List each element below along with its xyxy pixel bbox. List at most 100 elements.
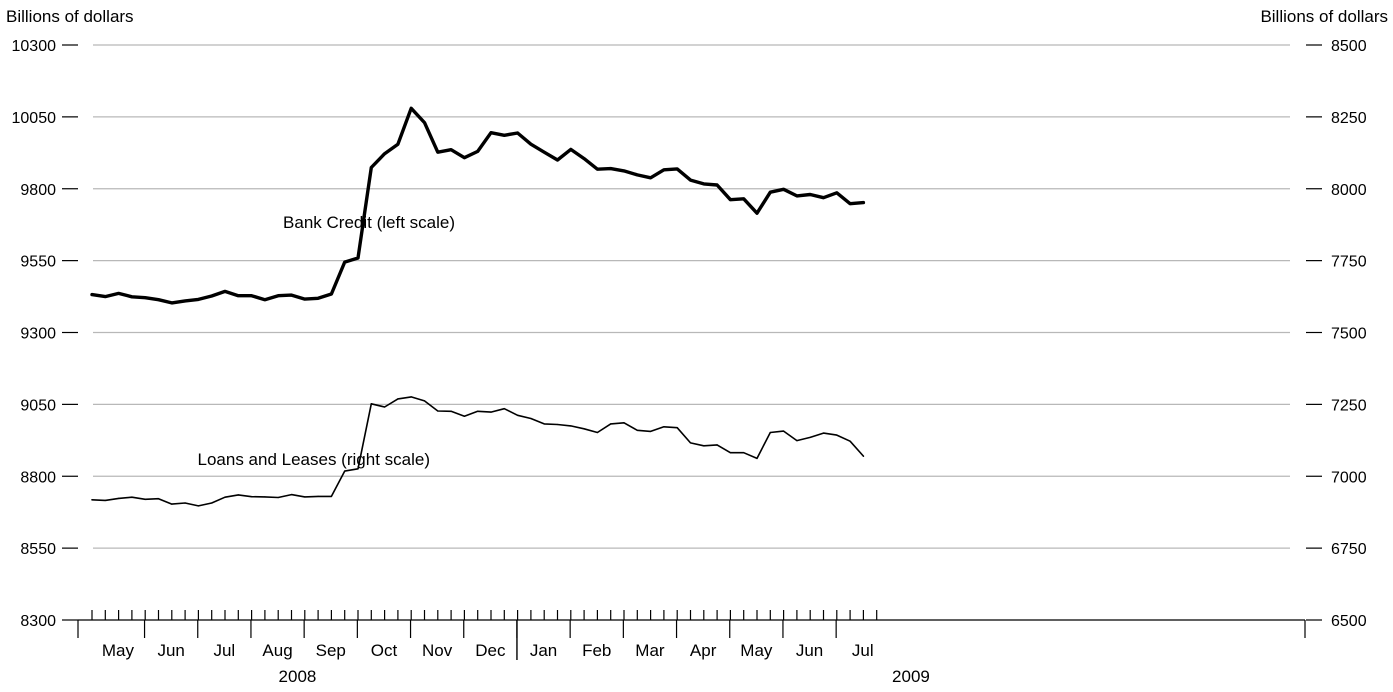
- bank-credit-point: [517, 132, 519, 134]
- bank-credit-point: [104, 296, 106, 298]
- bank-credit-point: [131, 296, 133, 298]
- bank-credit-point: [596, 168, 599, 170]
- bank-credit-point: [344, 261, 346, 263]
- bank-credit-point: [437, 151, 439, 153]
- right-tick-label: 7000: [1331, 469, 1367, 486]
- loans-leases-point: [423, 400, 426, 402]
- left-tick-label: 9300: [20, 326, 56, 343]
- bank-credit-annotation: Bank Credit (left scale): [283, 213, 455, 232]
- month-label: Aug: [262, 641, 292, 660]
- loans-leases-point: [264, 496, 266, 498]
- loans-leases-point: [610, 423, 612, 425]
- bank-credit-point: [716, 184, 718, 186]
- loans-leases-point: [689, 442, 692, 444]
- loans-leases-point: [517, 414, 519, 416]
- bank-credit-point: [490, 132, 492, 134]
- loans-leases-point: [716, 444, 718, 446]
- loans-leases-point: [211, 502, 213, 504]
- bank-credit-point: [650, 177, 652, 179]
- bank-credit-point: [304, 298, 306, 300]
- loans-leases-point: [237, 494, 239, 496]
- loans-leases-point: [530, 417, 532, 420]
- bank-credit-point: [756, 212, 758, 214]
- bank-credit-point: [556, 159, 559, 161]
- loans-leases-point: [836, 434, 838, 436]
- bank-credit-point: [849, 203, 851, 205]
- bank-credit-point: [743, 198, 745, 200]
- month-label: May: [102, 641, 135, 660]
- left-tick-label: 10300: [12, 38, 57, 55]
- bank-credit-point: [224, 290, 226, 292]
- bank-credit-point: [290, 294, 293, 296]
- bank-credit-point: [809, 193, 811, 196]
- bank-credit-point: [157, 299, 160, 301]
- loans-leases-point: [663, 426, 665, 428]
- right-tick-label: 7750: [1331, 254, 1367, 271]
- month-label: Jul: [213, 641, 235, 660]
- loans-leases-point: [796, 440, 798, 442]
- right-axis-label: Billions of dollars: [1260, 7, 1388, 26]
- loans-leases-point: [769, 431, 771, 434]
- bank-credit-point: [357, 257, 359, 259]
- bank-credit-point: [543, 151, 545, 153]
- loans-leases-point: [171, 503, 173, 505]
- bank-credit-point: [423, 122, 426, 124]
- loans-leases-point: [543, 423, 545, 425]
- bank-credit-point: [197, 298, 199, 300]
- month-label: Jun: [796, 641, 823, 660]
- loans-leases-point: [783, 430, 785, 432]
- bank-credit-point: [610, 168, 612, 170]
- loans-leases-point: [184, 502, 186, 504]
- loans-leases-point: [370, 403, 372, 405]
- month-label: Feb: [582, 641, 611, 660]
- bank-credit-point: [530, 143, 532, 145]
- bank-credit-point: [822, 197, 825, 199]
- bank-credit-point: [796, 195, 798, 197]
- month-label: Jul: [852, 641, 874, 660]
- left-tick-label: 9550: [20, 254, 56, 271]
- bank-credit-point: [636, 174, 638, 176]
- loans-leases-point: [862, 455, 865, 457]
- loans-leases-point: [822, 432, 825, 434]
- month-label: Nov: [422, 641, 453, 660]
- loans-leases-point: [503, 408, 505, 410]
- bank-credit-point: [317, 297, 319, 299]
- left-tick-label: 8800: [20, 469, 56, 486]
- loans-leases-point: [463, 415, 465, 417]
- bank-credit-point: [676, 168, 678, 170]
- bank-credit-point: [384, 153, 386, 155]
- loans-leases-point: [676, 427, 678, 429]
- bank-credit-point: [118, 292, 120, 294]
- month-label: Jun: [157, 641, 184, 660]
- loans-leases-point: [118, 497, 120, 499]
- month-label: May: [740, 641, 773, 660]
- loans-leases-point: [197, 505, 199, 507]
- loans-leases-point: [91, 499, 93, 501]
- loans-leases-point: [317, 495, 319, 497]
- right-tick-label: 6750: [1331, 541, 1367, 558]
- loans-leases-point: [556, 423, 559, 426]
- loans-leases-point: [636, 429, 638, 431]
- loans-leases-point: [104, 499, 106, 501]
- left-tick-label: 8550: [20, 541, 56, 558]
- year-label: 2009: [892, 667, 930, 686]
- loans-leases-point: [743, 452, 745, 454]
- right-tick-label: 8500: [1331, 38, 1367, 55]
- loans-leases-point: [477, 410, 479, 412]
- bank-credit-point: [570, 148, 572, 150]
- right-tick-label: 6500: [1331, 613, 1367, 630]
- bank-credit-point: [450, 149, 452, 151]
- loans-leases-point: [729, 452, 732, 454]
- left-tick-label: 10050: [12, 110, 57, 127]
- bank-credit-point: [410, 107, 412, 109]
- month-label: Dec: [475, 641, 506, 660]
- bank-credit-point: [836, 192, 838, 194]
- right-tick-label: 7250: [1331, 397, 1367, 414]
- right-tick-label: 8250: [1331, 110, 1367, 127]
- loans-leases-annotation: Loans and Leases (right scale): [198, 450, 430, 469]
- bank-credit-line: [90, 106, 866, 305]
- month-label: Mar: [635, 641, 665, 660]
- loans-leases-point: [570, 425, 572, 427]
- loans-leases-point: [330, 495, 332, 497]
